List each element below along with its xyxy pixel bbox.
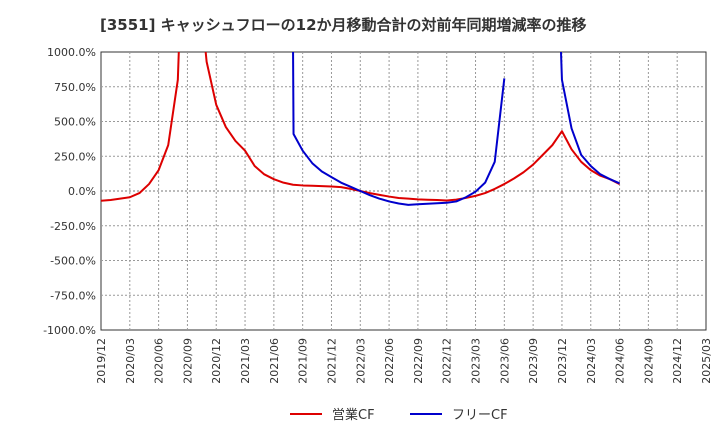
y-tick-label: -500.0% [50, 255, 96, 268]
legend: 営業CF フリーCF [290, 407, 508, 423]
x-tick-label: 2022/03 [354, 338, 367, 384]
x-tick-label: 2022/09 [412, 338, 425, 384]
x-tick-label: 2021/09 [297, 338, 310, 384]
x-tick-label: 2020/09 [181, 338, 194, 384]
x-tick-label: 2025/03 [700, 338, 713, 384]
x-tick-label: 2021/12 [325, 338, 338, 384]
y-tick-label: 750.0% [54, 81, 96, 94]
y-tick-label: -250.0% [50, 220, 96, 233]
x-tick-label: 2019/12 [95, 338, 108, 384]
legend-label: フリーCF [452, 408, 508, 423]
plot-area [100, 51, 707, 331]
x-tick-label: 2022/12 [441, 338, 454, 384]
x-tick-label: 2023/09 [527, 338, 540, 384]
axes: 1000.0% 750.0% 500.0% 250.0% 0.0% -250.0% -500… [43, 46, 713, 384]
series-line [101, 52, 621, 202]
x-tick-label: 2020/06 [153, 338, 166, 384]
legend-label: 営業CF [332, 407, 375, 423]
chart-title: [3551] キャッシュフローの12か月移動合計の対前年同期増減率の推移 [100, 16, 587, 34]
x-tick-label: 2020/03 [124, 338, 137, 384]
y-tick-label: -1000.0% [43, 324, 96, 337]
x-tick-label: 2024/06 [614, 338, 627, 384]
x-tick-label: 2021/03 [239, 338, 252, 384]
x-tick-label: 2024/09 [642, 338, 655, 384]
x-tick-label: 2023/03 [470, 338, 483, 384]
y-tick-label: 250.0% [54, 150, 96, 163]
x-tick-label: 2022/06 [383, 338, 396, 384]
x-tick-label: 2020/12 [210, 338, 223, 384]
series-line [292, 52, 620, 206]
y-tick-label: 1000.0% [47, 46, 96, 59]
x-tick-label: 2024/12 [671, 338, 684, 384]
x-tick-label: 2023/12 [556, 338, 569, 384]
y-tick-label: 500.0% [54, 116, 96, 129]
grid [101, 52, 706, 330]
x-tick-label: 2021/06 [268, 338, 281, 384]
y-tick-label: -750.0% [50, 289, 96, 302]
y-tick-label: 0.0% [68, 185, 96, 198]
x-tick-label: 2023/06 [498, 338, 511, 384]
x-tick-label: 2024/03 [585, 338, 598, 384]
series-layer [101, 52, 621, 206]
